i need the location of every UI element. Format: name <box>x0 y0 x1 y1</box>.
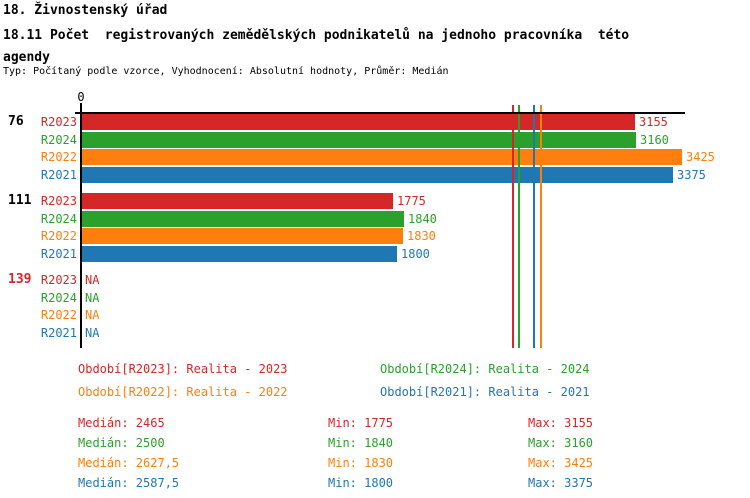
bar-na-label: NA <box>85 308 100 322</box>
report-title: 18. Živnostenský úřad <box>3 3 168 18</box>
bar <box>82 211 404 227</box>
axis-top-line <box>75 112 685 114</box>
bar-row-label: R2022 <box>40 150 77 164</box>
median-line <box>518 105 520 348</box>
bar <box>82 246 397 262</box>
bar-na-label: NA <box>85 326 100 340</box>
bar-value-label: 3160 <box>640 133 669 147</box>
bar-value-label: 3375 <box>677 168 706 182</box>
bar-value-label: 1840 <box>408 212 437 226</box>
bar-row-label: R2021 <box>40 168 77 182</box>
bar-value-label: 1800 <box>401 247 430 261</box>
report-subtitle: 18.11 Počet registrovaných zemědělských … <box>3 28 637 65</box>
axis-zero-label: 0 <box>77 90 85 104</box>
bar <box>82 228 403 244</box>
bar-row-label: R2022 <box>40 229 77 243</box>
stat-min: Min: 1830 <box>328 456 394 470</box>
bar-row-label: R2021 <box>40 247 77 261</box>
bar <box>82 167 673 183</box>
bar <box>82 132 636 148</box>
median-line <box>540 105 542 348</box>
bar-value-label: 1830 <box>407 229 436 243</box>
bar-value-label: 1775 <box>397 194 426 208</box>
bar-row-label: R2023 <box>40 194 77 208</box>
bar <box>82 149 682 165</box>
stat-max: Max: 3375 <box>528 476 594 490</box>
stat-min: Min: 1775 <box>328 416 394 430</box>
report-meta-line: Typ: Počítaný podle vzorce, Vyhodnocení:… <box>3 66 449 77</box>
legend-item: Období[R2023]: Realita - 2023 <box>78 362 288 376</box>
legend-item: Období[R2021]: Realita - 2021 <box>380 385 590 399</box>
stat-min: Min: 1800 <box>328 476 394 490</box>
stat-median: Medián: 2465 <box>78 416 165 430</box>
bar-value-label: 3155 <box>639 115 668 129</box>
axis-zero-line <box>80 103 82 348</box>
bar-row-label: R2022 <box>40 308 77 322</box>
stat-median: Medián: 2587,5 <box>78 476 180 490</box>
bar-row-label: R2024 <box>40 133 77 147</box>
bar-value-label: 3425 <box>686 150 715 164</box>
stat-max: Max: 3425 <box>528 456 594 470</box>
stat-median: Medián: 2500 <box>78 436 165 450</box>
stat-min: Min: 1840 <box>328 436 394 450</box>
median-line <box>533 105 535 348</box>
group-label: 139 <box>8 272 32 287</box>
bar-row-label: R2021 <box>40 326 77 340</box>
chart-area: 0 76 R2023 3155 R2024 3160 R2022 3425 R2021 3375… <box>0 88 750 356</box>
bar-na-label: NA <box>85 273 100 287</box>
bar-row-label: R2024 <box>40 291 77 305</box>
bar-row-label: R2023 <box>40 273 77 287</box>
stat-max: Max: 3155 <box>528 416 594 430</box>
bar-row-label: R2023 <box>40 115 77 129</box>
group-label: 76 <box>8 114 24 129</box>
bar <box>82 193 393 209</box>
legend-item: Období[R2022]: Realita - 2022 <box>78 385 288 399</box>
bar <box>82 114 635 130</box>
stat-max: Max: 3160 <box>528 436 594 450</box>
legend-item: Období[R2024]: Realita - 2024 <box>380 362 590 376</box>
group-label: 111 <box>8 193 32 208</box>
bar-na-label: NA <box>85 291 100 305</box>
bar-row-label: R2024 <box>40 212 77 226</box>
stat-median: Medián: 2627,5 <box>78 456 180 470</box>
median-line <box>512 105 514 348</box>
